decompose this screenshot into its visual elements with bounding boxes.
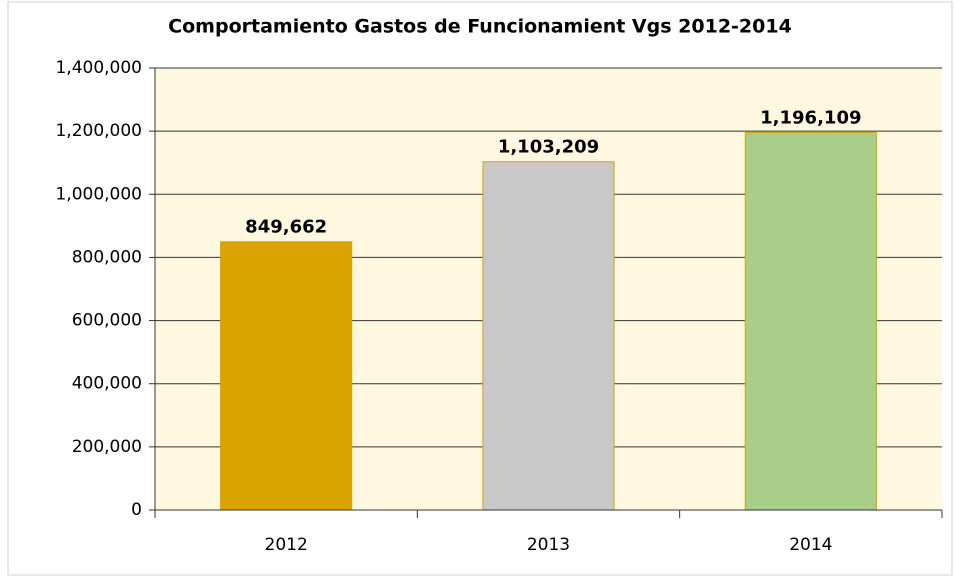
x-tick-label: 2012 bbox=[265, 535, 308, 555]
y-tick-label: 1,200,000 bbox=[55, 121, 142, 141]
y-tick-label: 0 bbox=[131, 500, 142, 520]
y-tick-label: 1,000,000 bbox=[55, 184, 142, 204]
y-tick-label: 200,000 bbox=[72, 437, 142, 457]
chart-title: Comportamiento Gastos de Funcionamient V… bbox=[168, 16, 792, 38]
y-tick-label: 1,400,000 bbox=[55, 58, 142, 78]
x-tick-label: 2014 bbox=[789, 535, 832, 555]
y-tick-label: 600,000 bbox=[72, 311, 142, 331]
x-tick-label: 2013 bbox=[527, 535, 570, 555]
bar bbox=[482, 161, 615, 511]
value-label: 1,196,109 bbox=[760, 107, 861, 128]
y-tick-label: 400,000 bbox=[72, 374, 142, 394]
value-label: 849,662 bbox=[245, 217, 327, 238]
value-label: 1,103,209 bbox=[498, 137, 599, 158]
y-tick-label: 800,000 bbox=[72, 247, 142, 267]
bar bbox=[220, 241, 353, 511]
bar bbox=[744, 131, 877, 511]
